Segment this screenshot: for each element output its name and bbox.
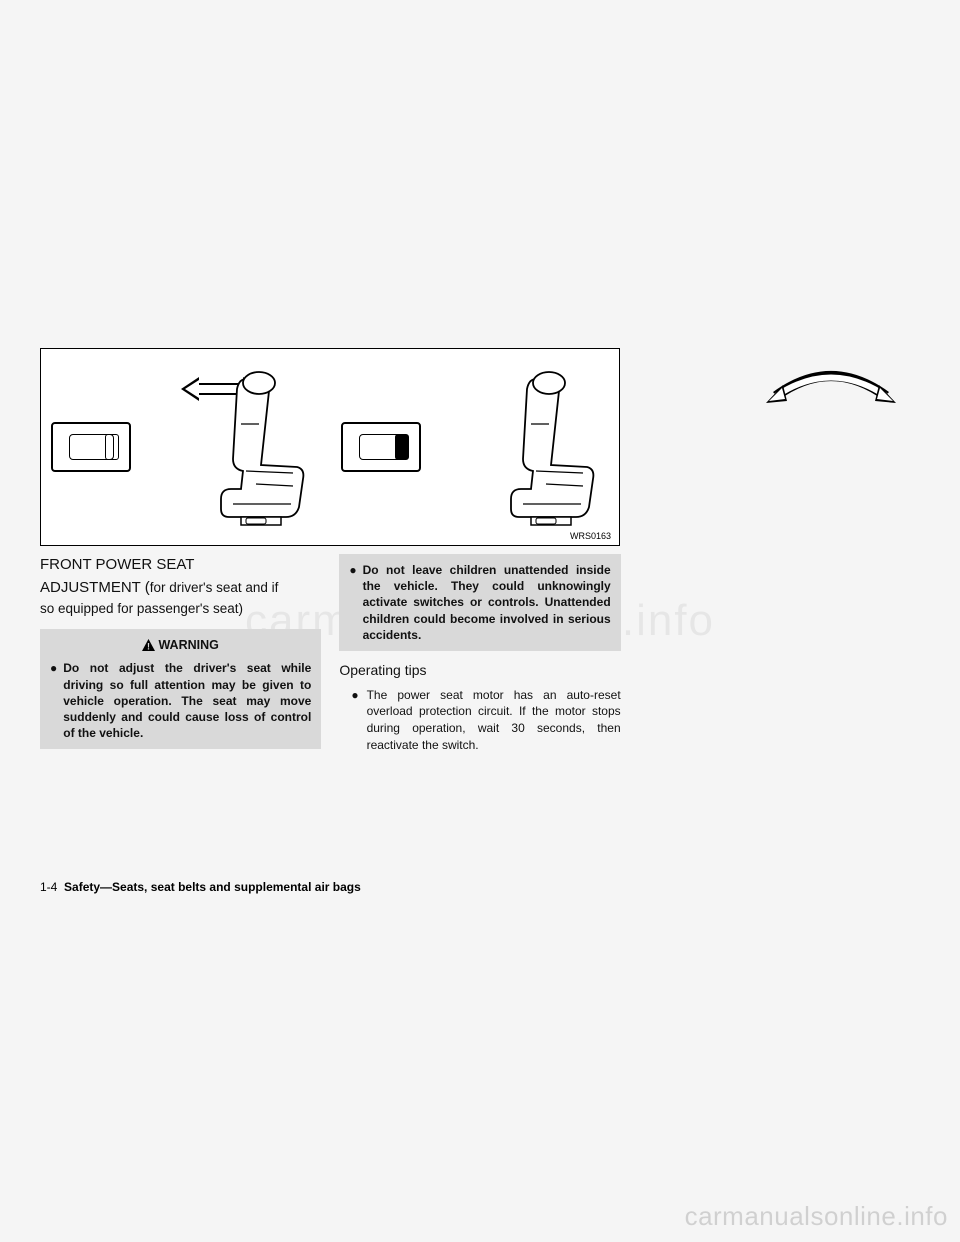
column-1: FRONT POWER SEAT ADJUSTMENT (for driver'… — [40, 554, 321, 760]
figure-recline — [331, 349, 621, 545]
tip-bullet-1: ● The power seat motor has an auto-reset… — [351, 687, 620, 754]
warning-box-2: ● Do not leave children unattended insid… — [339, 554, 620, 651]
arrow-recline-icon — [761, 361, 901, 411]
warning-box-1: ! WARNING ● Do not adjust the driver's se… — [40, 629, 321, 749]
warning-label-text: WARNING — [158, 638, 218, 652]
figure-id: WRS0163 — [570, 531, 611, 541]
warning-bullet-text-1: Do not adjust the driver's seat while dr… — [63, 660, 311, 741]
seat-switch-panel-left — [51, 422, 131, 472]
heading-adjustment: ADJUSTMENT ( — [40, 579, 150, 596]
section-heading-line2: ADJUSTMENT (for driver's seat and if — [40, 577, 321, 598]
warning-heading: ! WARNING — [50, 637, 311, 655]
seat-icon-right — [501, 369, 611, 529]
section-heading-line3: so equipped for passenger's seat) — [40, 600, 321, 619]
bullet-icon: ● — [351, 687, 358, 754]
seat-icon-left — [211, 369, 321, 529]
page-number: 1-4 — [40, 880, 57, 894]
page: carmanualsonline.info — [0, 0, 960, 1242]
heading-sub1: for driver's seat and if — [150, 580, 279, 595]
content-area: WRS0163 FRONT POWER SEAT ADJUSTMENT (for… — [40, 348, 920, 760]
text-columns: FRONT POWER SEAT ADJUSTMENT (for driver'… — [40, 558, 920, 760]
tip-text-1: The power seat motor has an auto-reset o… — [367, 687, 621, 754]
warning-bullet-1: ● Do not adjust the driver's seat while … — [50, 660, 311, 741]
bullet-icon: ● — [349, 562, 356, 643]
seat-switch-panel-right — [341, 422, 421, 472]
operating-tips-heading: Operating tips — [339, 661, 620, 681]
figure-forward-back — [41, 349, 331, 545]
warning-bullet-text-2: Do not leave children unattended inside … — [363, 562, 611, 643]
warning-bullet-2: ● Do not leave children unattended insid… — [349, 562, 610, 643]
seat-adjustment-figure: WRS0163 — [40, 348, 620, 546]
page-footer: 1-4 Safety—Seats, seat belts and supplem… — [40, 880, 361, 894]
section-heading-line1: FRONT POWER SEAT — [40, 554, 321, 575]
svg-text:!: ! — [147, 641, 150, 651]
watermark-corner: carmanualsonline.info — [685, 1201, 948, 1232]
column-2: ● Do not leave children unattended insid… — [339, 554, 620, 760]
warning-triangle-icon: ! — [142, 639, 155, 651]
bullet-icon: ● — [50, 660, 57, 741]
section-title: Safety—Seats, seat belts and supplementa… — [64, 880, 361, 894]
